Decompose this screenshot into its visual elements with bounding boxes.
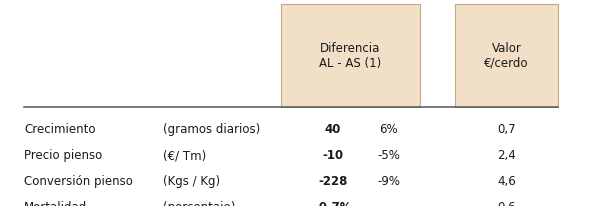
Text: 0,6: 0,6 (497, 200, 517, 206)
Text: -9%: -9% (377, 175, 400, 188)
Text: Precio pienso: Precio pienso (24, 149, 102, 162)
Text: 6%: 6% (379, 123, 398, 136)
Text: -0,7%: -0,7% (314, 200, 352, 206)
Text: Crecimiento: Crecimiento (24, 123, 95, 136)
Text: Diferencia
AL - AS (1): Diferencia AL - AS (1) (319, 42, 382, 70)
Text: Mortalidad: Mortalidad (24, 200, 87, 206)
Text: -10: -10 (322, 149, 344, 162)
Text: (€/ Tm): (€/ Tm) (163, 149, 206, 162)
Text: 40: 40 (325, 123, 341, 136)
Bar (281, 4, 420, 107)
Text: Conversión pienso: Conversión pienso (24, 175, 133, 188)
Text: Valor
€/cerdo: Valor €/cerdo (484, 42, 529, 70)
Text: (porcentaje): (porcentaje) (163, 200, 236, 206)
Text: -5%: -5% (377, 149, 400, 162)
Bar (455, 4, 558, 107)
Text: -228: -228 (319, 175, 347, 188)
Text: (Kgs / Kg): (Kgs / Kg) (163, 175, 220, 188)
Text: 2,4: 2,4 (497, 149, 517, 162)
Text: 4,6: 4,6 (497, 175, 517, 188)
Text: 0,7: 0,7 (497, 123, 517, 136)
Text: (gramos diarios): (gramos diarios) (163, 123, 260, 136)
